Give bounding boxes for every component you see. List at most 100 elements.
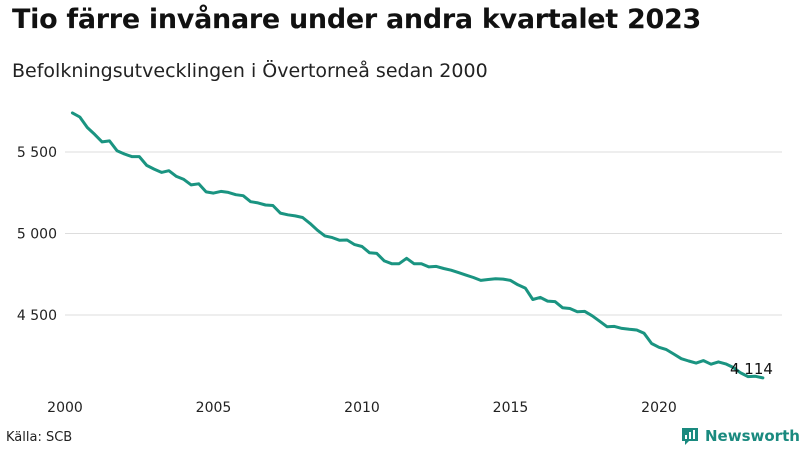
data-point — [650, 342, 653, 345]
data-point — [78, 116, 81, 119]
data-point — [279, 212, 282, 215]
data-point — [286, 213, 289, 216]
grid-lines — [65, 151, 782, 316]
data-point — [86, 126, 89, 129]
data-point — [539, 296, 542, 299]
data-point — [338, 239, 341, 242]
data-point — [323, 234, 326, 237]
data-point — [687, 360, 690, 363]
data-point — [702, 359, 705, 362]
source-note: Källa: SCB — [6, 430, 73, 445]
data-point — [576, 310, 579, 313]
data-point — [710, 363, 713, 366]
data-point — [123, 153, 126, 156]
data-point — [346, 239, 349, 242]
data-point — [242, 194, 245, 197]
y-tick-label: 5 000 — [17, 227, 57, 243]
data-point — [390, 262, 393, 265]
data-point — [264, 204, 267, 207]
x-axis: 2000 2005 2010 2015 2020 — [47, 400, 677, 416]
data-point — [234, 193, 237, 196]
data-point — [227, 191, 230, 194]
x-tick-label: 2020 — [641, 400, 677, 416]
data-point — [153, 168, 156, 171]
data-point — [257, 201, 260, 204]
y-axis: 4 500 5 000 5 500 — [17, 145, 57, 324]
chart-subtitle: Befolkningsutvecklingen i Övertorneå sed… — [12, 60, 488, 82]
data-point — [205, 190, 208, 193]
data-point — [546, 300, 549, 303]
data-point — [301, 216, 304, 219]
data-point — [405, 257, 408, 260]
data-point — [108, 139, 111, 142]
data-point — [368, 251, 371, 254]
data-point — [212, 192, 215, 195]
data-point — [361, 245, 364, 248]
y-tick-label: 4 500 — [17, 308, 57, 324]
data-point — [219, 190, 222, 193]
data-point — [353, 243, 356, 246]
data-point — [665, 348, 668, 351]
data-point — [561, 306, 564, 309]
data-point — [413, 262, 416, 265]
data-point — [167, 169, 170, 172]
data-point — [71, 111, 74, 114]
data-point — [672, 353, 675, 356]
data-point — [398, 262, 401, 265]
data-point — [568, 307, 571, 310]
data-point — [435, 265, 438, 268]
chart-title: Tio färre invånare under andra kvartalet… — [12, 4, 701, 35]
data-point — [427, 265, 430, 268]
x-tick-label: 2015 — [493, 400, 529, 416]
data-point — [101, 140, 104, 143]
data-point — [658, 346, 661, 349]
data-point — [271, 204, 274, 207]
data-point — [531, 298, 534, 301]
data-point — [680, 357, 683, 360]
data-point — [442, 267, 445, 270]
data-point — [613, 325, 616, 328]
data-point — [420, 262, 423, 265]
data-point — [509, 279, 512, 282]
brand-logo: Newsworthy — [680, 426, 800, 446]
data-point — [494, 277, 497, 280]
data-point — [175, 175, 178, 178]
data-point — [695, 362, 698, 365]
data-point — [554, 300, 557, 303]
annotations: 4 114 — [730, 360, 773, 378]
data-point — [524, 287, 527, 290]
data-point — [724, 362, 727, 365]
data-point — [130, 155, 133, 158]
data-point — [516, 283, 519, 286]
data-point — [487, 278, 490, 281]
data-point — [309, 222, 312, 225]
data-point — [331, 236, 334, 239]
data-point — [160, 171, 163, 174]
data-point — [620, 327, 623, 330]
data-point — [472, 276, 475, 279]
x-tick-label: 2010 — [344, 400, 380, 416]
data-point — [138, 155, 141, 158]
end-value-label: 4 114 — [730, 360, 773, 378]
x-tick-label: 2005 — [196, 400, 232, 416]
data-point — [643, 332, 646, 335]
data-point — [375, 252, 378, 255]
data-point — [182, 178, 185, 181]
data-point — [457, 271, 460, 274]
data-point — [583, 310, 586, 313]
data-point — [479, 279, 482, 282]
data-point — [93, 133, 96, 136]
data-point — [628, 328, 631, 331]
data-point — [502, 278, 505, 281]
data-point — [145, 164, 148, 167]
data-point — [717, 360, 720, 363]
data-point — [464, 274, 467, 277]
data-point — [591, 314, 594, 317]
x-tick-label: 2000 — [47, 400, 83, 416]
brand-name: Newsworthy — [705, 427, 800, 445]
data-point — [249, 200, 252, 203]
data-point — [450, 269, 453, 272]
data-point — [383, 259, 386, 262]
data-point — [316, 229, 319, 232]
